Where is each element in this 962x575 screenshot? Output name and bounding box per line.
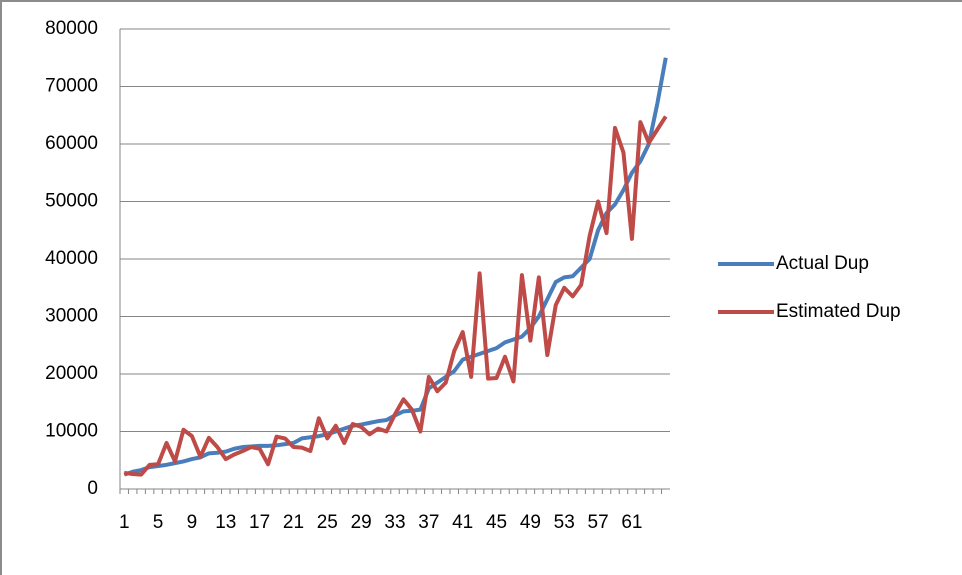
y-tick-label: 0 bbox=[87, 478, 98, 499]
x-tick-label: 45 bbox=[486, 512, 507, 533]
x-tick-label: 41 bbox=[452, 512, 473, 533]
x-tick-label: 5 bbox=[153, 512, 164, 533]
x-tick-label: 33 bbox=[384, 512, 405, 533]
y-tick-label: 40000 bbox=[45, 248, 98, 269]
legend-label: Actual Dup bbox=[776, 253, 869, 274]
x-tick-label: 53 bbox=[554, 512, 575, 533]
y-tick-label: 30000 bbox=[45, 306, 98, 327]
x-tick-label: 49 bbox=[520, 512, 541, 533]
x-tick-label: 57 bbox=[588, 512, 609, 533]
x-tick-label: 13 bbox=[215, 512, 236, 533]
y-tick-label: 60000 bbox=[45, 133, 98, 154]
x-tick-label: 25 bbox=[317, 512, 338, 533]
x-tick-label: 9 bbox=[187, 512, 198, 533]
y-tick-label: 20000 bbox=[45, 363, 98, 384]
legend: Actual Dup Estimated Dup bbox=[718, 253, 901, 322]
x-tick-label: 37 bbox=[418, 512, 439, 533]
x-tick-label: 29 bbox=[351, 512, 372, 533]
x-tick-label: 21 bbox=[283, 512, 304, 533]
x-tick-label: 61 bbox=[621, 512, 642, 533]
grid: 0 10000 20000 30000 40000 50000 60000 70000 8000… bbox=[45, 18, 670, 533]
y-tick-label: 70000 bbox=[45, 76, 98, 97]
x-tick-label: 1 bbox=[119, 512, 130, 533]
series-line bbox=[123, 115, 668, 477]
x-tick-label: 17 bbox=[249, 512, 270, 533]
y-tick-label: 80000 bbox=[45, 18, 98, 39]
y-tick-label: 10000 bbox=[45, 421, 98, 442]
plot bbox=[123, 57, 668, 477]
legend-label: Estimated Dup bbox=[776, 301, 901, 322]
y-tick-label: 50000 bbox=[45, 191, 98, 212]
